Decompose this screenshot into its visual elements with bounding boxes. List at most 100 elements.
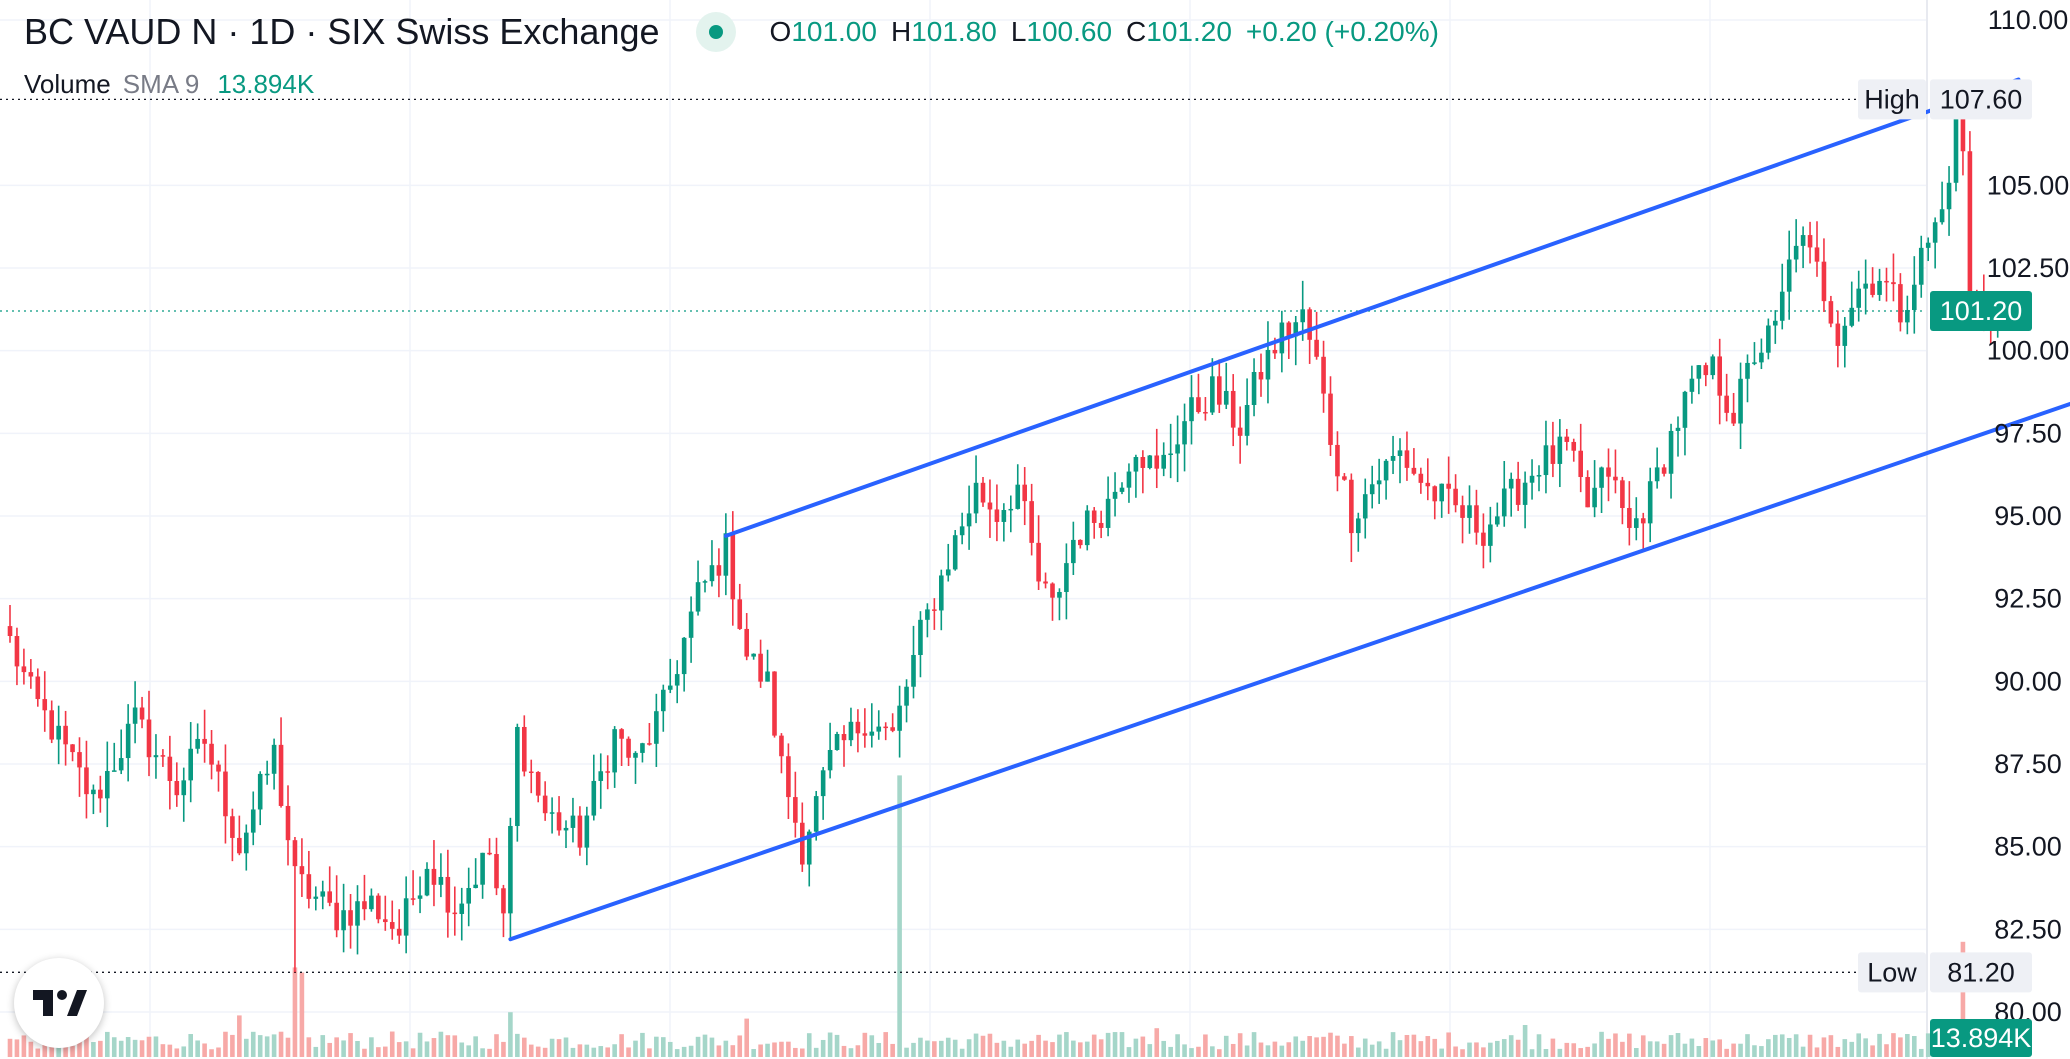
candle-body — [1849, 307, 1855, 326]
volume-bar — [1606, 1038, 1611, 1057]
candle-body — [257, 773, 263, 810]
candle-body — [1411, 467, 1417, 474]
candle-body — [1439, 483, 1444, 502]
volume-bar — [376, 1047, 381, 1057]
candle-body — [1766, 325, 1771, 353]
price-axis[interactable]: 110.00 105.00 102.50 100.00 97.50 95.00 92.50 9… — [1987, 5, 2070, 1027]
low-value-text: 81.20 — [1947, 957, 2015, 987]
candle-body — [918, 619, 923, 656]
volume-bar — [1912, 1036, 1917, 1057]
volume-bar — [1286, 1042, 1292, 1057]
volume-bar — [1654, 1041, 1660, 1057]
volume-bar — [1515, 1039, 1521, 1057]
candle-body — [1696, 365, 1702, 379]
candle-body — [111, 770, 117, 772]
volume-bar — [1182, 1044, 1187, 1057]
candle-body — [1258, 372, 1264, 380]
volume-bar — [1689, 1038, 1695, 1057]
volume-bar — [674, 1049, 680, 1057]
volume-bar — [904, 1047, 909, 1057]
volume-bar — [695, 1036, 701, 1057]
candle-body — [1210, 376, 1215, 413]
candle-body — [77, 752, 82, 768]
volume-bar — [1050, 1042, 1055, 1057]
volume-bar — [528, 1044, 534, 1057]
candle-body — [800, 822, 805, 865]
candle-body — [223, 771, 228, 817]
volume-bar — [959, 1048, 965, 1057]
candle-body — [1189, 397, 1194, 422]
volume-bar — [1766, 1039, 1771, 1057]
volume-label[interactable]: Volume — [24, 68, 111, 99]
candle-body — [709, 565, 715, 582]
candle-body — [1606, 467, 1611, 477]
high-label-text: High — [1864, 84, 1920, 114]
volume-bar — [1703, 1038, 1709, 1057]
volume-bar — [1814, 1047, 1820, 1057]
volume-bar — [1752, 1045, 1757, 1057]
candle-body — [313, 896, 319, 899]
candle-body — [480, 852, 485, 885]
candle-body — [730, 533, 736, 600]
volume-bar — [1508, 1035, 1514, 1057]
volume-bar — [1821, 1037, 1827, 1057]
candle-body — [473, 884, 478, 889]
volume-bar — [556, 1039, 562, 1057]
volume-bar — [911, 1042, 916, 1057]
volume-bar — [1793, 1034, 1799, 1057]
candle-body — [1550, 445, 1556, 464]
candle-body — [1759, 352, 1764, 363]
volume-bar — [890, 1043, 895, 1057]
volume-bar — [945, 1037, 951, 1057]
volume-bar — [786, 1041, 791, 1057]
candle-body — [1592, 487, 1597, 508]
candle-body — [1877, 280, 1882, 295]
candle-body — [966, 513, 972, 527]
candle-body — [244, 832, 249, 854]
volume-bar — [1960, 941, 1966, 1057]
candle-body — [647, 743, 652, 745]
candle-body — [1724, 395, 1729, 413]
tradingview-logo-button[interactable] — [14, 958, 104, 1048]
candle-body — [396, 928, 402, 936]
volume-bar — [1682, 1043, 1688, 1057]
candle-body — [765, 671, 770, 682]
high-value-box — [1930, 79, 2032, 120]
candle-body — [973, 482, 979, 514]
candle-body — [1147, 455, 1153, 468]
candle-body — [695, 582, 701, 612]
candle-body — [702, 581, 708, 583]
candle-body — [1821, 261, 1827, 302]
volume-bar — [1474, 1042, 1479, 1057]
low-label-box — [1858, 952, 1926, 993]
close-value: 101.20 — [1146, 16, 1232, 47]
volume-bar — [292, 967, 298, 1057]
volume-bar — [98, 1040, 103, 1057]
legend-volume-row: Volume SMA 9 13.894K — [24, 66, 314, 102]
volume-bar — [1884, 1044, 1889, 1057]
candle-body — [230, 816, 235, 838]
candle-body — [1300, 309, 1305, 323]
candle-body — [1119, 487, 1125, 492]
tradingview-logo-icon — [33, 990, 87, 1016]
volume-bar — [1453, 1046, 1458, 1057]
volume-bar — [146, 1036, 152, 1057]
candle-body — [1640, 518, 1646, 524]
candle-body — [1057, 591, 1062, 598]
candle-body — [417, 895, 423, 899]
volume-bar — [139, 1040, 145, 1057]
candle-body — [438, 876, 444, 885]
symbol-title[interactable]: BC VAUD N · 1D · SIX Swiss Exchange — [24, 11, 660, 52]
candle-body — [466, 888, 471, 904]
volume-bar — [1098, 1039, 1104, 1057]
candle-body — [341, 910, 346, 931]
candle-body — [383, 919, 388, 923]
market-status-icon[interactable] — [695, 12, 736, 52]
candle-body — [181, 780, 187, 796]
candle-body — [431, 868, 437, 885]
candle-body — [723, 533, 729, 576]
volume-bar — [209, 1049, 214, 1057]
trend-channel[interactable] — [508, 77, 2070, 942]
candle-body — [403, 898, 409, 936]
